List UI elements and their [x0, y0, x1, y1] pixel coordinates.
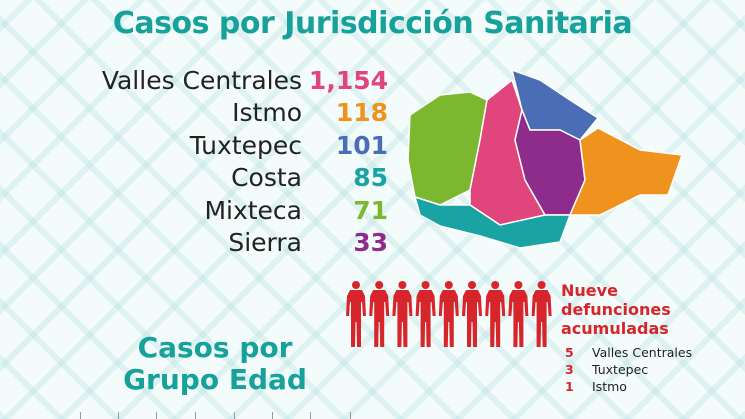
person-icon — [392, 281, 413, 347]
deaths-label: Istmo — [592, 379, 627, 394]
person-icon — [485, 281, 506, 347]
jurisdiction-row: Valles Centrales 1,154 — [40, 64, 390, 97]
jurisdiction-row: Mixteca 71 — [40, 194, 390, 227]
deaths-title: Nueve defunciones acumuladas — [561, 281, 671, 338]
jurisdiction-name: Costa — [231, 163, 302, 193]
deaths-breakdown: 5 Valles Centrales 3 Tuxtepec 1 Istmo — [565, 344, 692, 395]
person-icon — [346, 281, 366, 347]
jurisdiction-cases: 1,154 — [308, 65, 388, 95]
jurisdiction-row: Costa 85 — [40, 162, 390, 195]
jurisdiction-name: Istmo — [232, 98, 302, 128]
person-icon — [462, 281, 482, 347]
deaths-item: 5 Valles Centrales — [565, 344, 692, 361]
deaths-label: Tuxtepec — [592, 362, 649, 377]
deaths-count: 3 — [565, 362, 574, 377]
region-istmo — [569, 127, 683, 216]
jurisdiction-name: Tuxtepec — [189, 130, 302, 160]
oaxaca-map — [407, 69, 683, 249]
jurisdiction-row: Sierra 33 — [40, 227, 390, 260]
deaths-count: 1 — [565, 379, 574, 394]
jurisdiction-cases: 118 — [335, 98, 388, 128]
jurisdiction-name: Sierra — [228, 228, 302, 258]
deaths-figures — [346, 281, 552, 347]
jurisdiction-row: Istmo 118 — [40, 97, 390, 130]
region-costa — [414, 196, 571, 249]
jurisdiction-row: Tuxtepec 101 — [40, 129, 390, 162]
jurisdiction-cases: 85 — [353, 163, 388, 193]
deaths-title-line: Nueve — [561, 281, 618, 300]
deaths-label: Valles Centrales — [592, 345, 693, 360]
deaths-item: 3 Tuxtepec — [565, 361, 692, 378]
person-icon — [415, 281, 436, 347]
person-icon — [531, 281, 552, 347]
jurisdiction-cases: 71 — [353, 195, 388, 225]
page-title: Casos por Jurisdicción Sanitaria — [112, 6, 633, 41]
jurisdiction-cases: 33 — [353, 228, 388, 258]
deaths-count: 5 — [565, 345, 574, 360]
age-title-line: Casos por — [137, 331, 293, 364]
deaths-title-line: acumuladas — [561, 319, 669, 338]
person-icon — [508, 281, 529, 347]
jurisdiction-list: Valles Centrales 1,154 Istmo 118 Tuxtepec 1… — [40, 64, 390, 259]
person-icon — [369, 281, 390, 347]
age-title-line: Grupo Edad — [123, 363, 307, 396]
jurisdiction-name: Mixteca — [204, 195, 302, 225]
jurisdiction-name: Valles Centrales — [101, 65, 302, 95]
person-icon — [438, 281, 459, 347]
age-chart-axis — [60, 412, 390, 419]
jurisdiction-cases: 101 — [335, 130, 388, 160]
deaths-title-line: defunciones — [561, 300, 671, 319]
age-section-title: Casos por Grupo Edad — [100, 332, 330, 396]
deaths-item: 1 Istmo — [565, 378, 692, 395]
